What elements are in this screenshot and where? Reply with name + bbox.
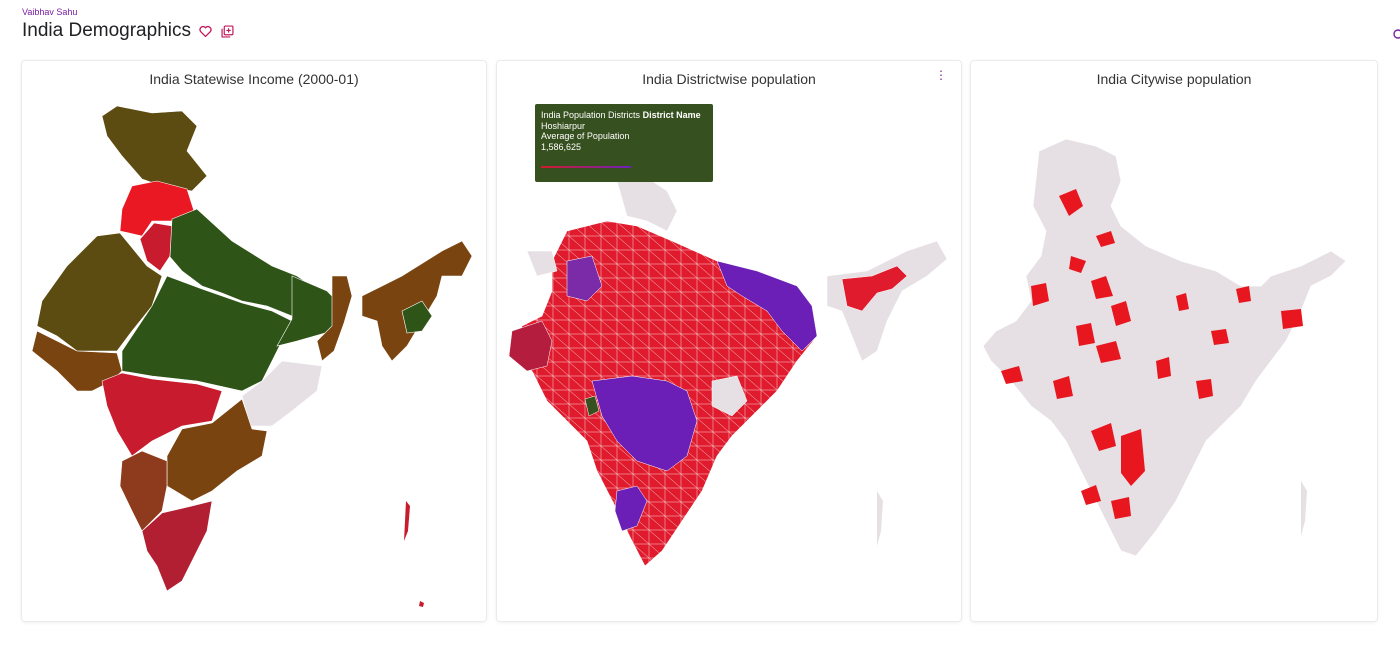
city-red-6 [1111, 301, 1131, 326]
city-red-9 [1096, 341, 1121, 363]
income-map-card: India Statewise Income (2000-01) [22, 61, 486, 621]
income-choropleth-map[interactable] [22, 61, 486, 621]
city-red-13 [1081, 485, 1101, 505]
region-karnataka [119, 450, 168, 532]
district-grey-patch-2 [526, 250, 558, 277]
tooltip-color-bar [541, 166, 631, 168]
city-india-outline [982, 138, 1347, 557]
city-red-17 [1236, 286, 1251, 303]
region-bihar-jharkhand [276, 275, 343, 347]
region-west-bengal [316, 275, 353, 362]
card-title: India Districtwise population [642, 71, 816, 87]
city-map-card: India Citywise population [971, 61, 1377, 621]
region-jammu-kashmir [101, 105, 208, 192]
region-islands [404, 501, 410, 541]
region-maharashtra [101, 372, 223, 457]
district-map-card: India Districtwise population ⋮ India Po… [497, 61, 961, 621]
tooltip-measure: Average of Population [541, 131, 630, 141]
city-red-18 [1281, 309, 1303, 329]
district-purple-west [566, 255, 603, 302]
city-red-1 [1059, 189, 1083, 216]
district-purple-center [591, 375, 698, 472]
region-northeast-inner [401, 300, 433, 334]
city-red-8 [1001, 366, 1023, 384]
city-red-20 [1196, 379, 1213, 399]
region-orissa [241, 360, 323, 427]
district-green-highlight [584, 395, 600, 417]
district-northeast-red [841, 265, 908, 312]
region-gujarat [31, 330, 123, 392]
city-islands [1301, 481, 1307, 536]
city-red-14 [1111, 497, 1131, 519]
city-red-7 [1076, 323, 1095, 346]
city-red-15 [1176, 293, 1189, 311]
region-himachal-punjab [119, 180, 195, 237]
city-red-12 [1121, 429, 1145, 486]
district-islands [877, 491, 883, 546]
city-red-4 [1031, 283, 1049, 306]
city-choropleth-map[interactable] [971, 61, 1377, 621]
tooltip-header: India Population Districts District Name [541, 110, 701, 120]
district-grey-patch-1 [711, 375, 748, 417]
map-tooltip: India Population Districts District Name… [535, 104, 713, 182]
city-red-11 [1091, 423, 1116, 451]
district-purple-east [716, 260, 818, 352]
author-name: Vaibhav Sahu [22, 7, 78, 17]
duplicate-icon[interactable] [221, 24, 235, 38]
district-northeast [826, 240, 948, 362]
district-crimson-west [508, 320, 553, 372]
city-red-2 [1096, 231, 1115, 247]
tooltip-value: Hoshiarpur [541, 120, 586, 131]
region-islands-south [419, 601, 424, 607]
city-red-16 [1211, 329, 1229, 345]
district-purple-south [614, 485, 648, 532]
more-vert-icon[interactable]: ⋮ [935, 68, 947, 82]
city-red-10 [1053, 376, 1073, 399]
region-tamil-nadu-kerala [141, 500, 213, 592]
dashboard-title-row: India Demographics [22, 20, 235, 42]
city-red-19 [1156, 357, 1171, 379]
tooltip-measure-value: 1,586,625 [541, 141, 582, 152]
card-title: India Statewise Income (2000-01) [149, 71, 359, 87]
district-choropleth-map[interactable] [497, 61, 961, 621]
city-red-5 [1091, 276, 1113, 299]
search-icon[interactable] [1392, 27, 1400, 39]
heart-outline-icon[interactable] [199, 24, 213, 38]
city-red-3 [1069, 256, 1086, 273]
page-title: India Demographics [22, 20, 191, 41]
card-title: India Citywise population [1096, 71, 1252, 87]
region-northeast [361, 240, 473, 362]
